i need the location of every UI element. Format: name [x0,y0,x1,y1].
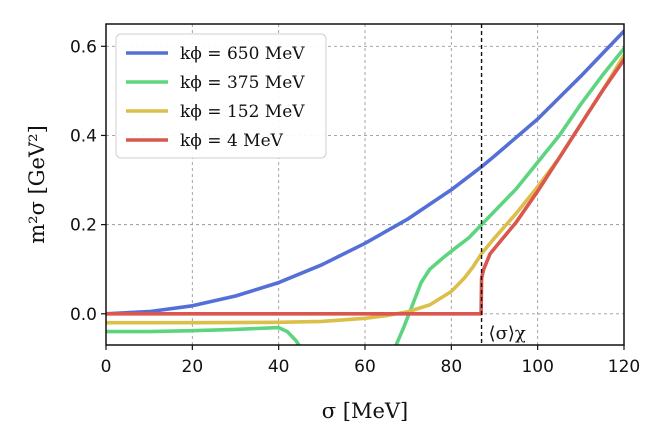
x-tick-label: 60 [354,357,376,377]
x-axis-label: σ [MeV] [322,399,409,423]
x-tick-label: 40 [268,357,290,377]
x-tick-label: 120 [608,357,640,377]
legend-label: kϕ = 375 MeV [180,73,305,93]
legend-label: kϕ = 650 MeV [180,44,305,64]
x-tick-label: 100 [521,357,553,377]
series-line-0 [106,29,624,316]
legend-label: kϕ = 4 MeV [180,131,284,151]
vline-label: ⟨σ⟩χ [489,323,526,344]
legend-box [115,33,327,159]
legend: kϕ = 650 MeV kϕ = 375 MeV kϕ = 152 MeV kϕ =… [115,33,327,159]
legend-label: kϕ = 152 MeV [180,102,305,122]
ticks: 0 20 40 60 80 100 120 0.0 0.2 0.4 0.6 [70,37,640,377]
series-line-1 [394,46,624,345]
y-tick-label: 0.6 [70,37,97,57]
series-line-1 [106,325,302,345]
x-tick-label: 80 [441,357,463,377]
x-tick-label: 20 [182,357,204,377]
y-tick-label: 0.2 [70,216,97,236]
y-axis-label: m²σ [GeV²] [25,125,49,244]
y-tick-label: 0.0 [70,305,97,325]
y-tick-label: 0.4 [70,126,97,146]
x-tick-label: 0 [101,357,112,377]
